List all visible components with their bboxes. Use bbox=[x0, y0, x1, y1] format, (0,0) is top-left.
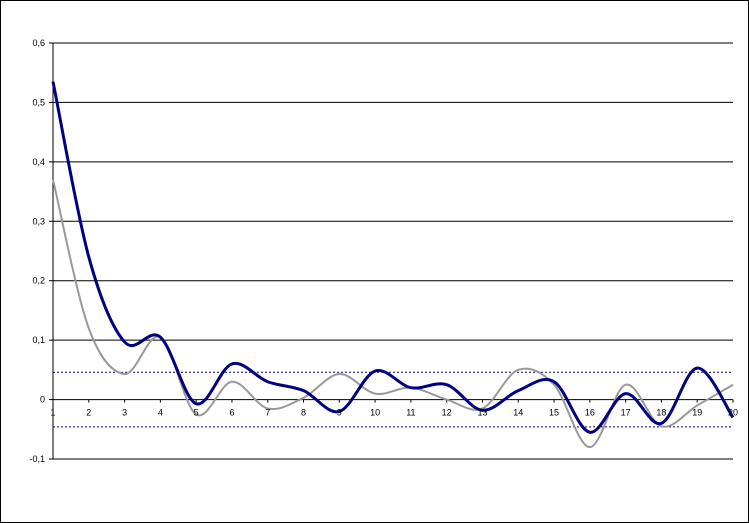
x-tick-label: 2 bbox=[86, 408, 91, 418]
x-tick-label: 6 bbox=[229, 408, 234, 418]
x-tick-label: 1 bbox=[50, 408, 55, 418]
y-tick-label: 0,1 bbox=[32, 335, 45, 345]
x-tick-label: 16 bbox=[585, 408, 595, 418]
x-tick-label: 14 bbox=[513, 408, 523, 418]
x-tick-label: 3 bbox=[122, 408, 127, 418]
y-tick-labels: -0,1 0 0,1 0,2 0,3 0,4 0,5 0,6 bbox=[29, 38, 45, 464]
reference-lines bbox=[53, 371, 733, 428]
x-tick-label: 4 bbox=[158, 408, 163, 418]
y-tick-label: -0,1 bbox=[29, 454, 45, 464]
x-tick-label: 5 bbox=[194, 408, 199, 418]
x-tick-label: 17 bbox=[621, 408, 631, 418]
x-tick-label: 15 bbox=[549, 408, 559, 418]
y-tick-label: 0,5 bbox=[32, 97, 45, 107]
y-tick-label: 0,3 bbox=[32, 216, 45, 226]
x-tick-label: 20 bbox=[728, 408, 738, 418]
y-tick-label: 0,2 bbox=[32, 276, 45, 286]
x-tick-label: 8 bbox=[301, 408, 306, 418]
x-tick-label: 7 bbox=[265, 408, 270, 418]
x-tick-label: 9 bbox=[337, 408, 342, 418]
x-tick-label: 18 bbox=[656, 408, 666, 418]
x-tick-label: 13 bbox=[477, 408, 487, 418]
x-tick-label: 19 bbox=[692, 408, 702, 418]
y-tick-label: 0 bbox=[40, 395, 45, 405]
grid-lines bbox=[49, 42, 733, 460]
x-tick-label: 11 bbox=[406, 408, 415, 418]
x-tick-label: 12 bbox=[442, 408, 452, 418]
axes bbox=[52, 43, 734, 459]
x-tick-labels: 1 2 3 4 5 6 7 8 9 10 11 12 13 14 15 16 17 18 19 20 bbox=[50, 408, 738, 418]
series-line-navy bbox=[51, 81, 735, 434]
y-tick-label: 0,4 bbox=[32, 157, 45, 167]
series-group bbox=[51, 81, 735, 449]
x-tick-label: 10 bbox=[370, 408, 380, 418]
series-line-gray bbox=[52, 179, 734, 449]
y-tick-label: 0,6 bbox=[32, 38, 45, 48]
